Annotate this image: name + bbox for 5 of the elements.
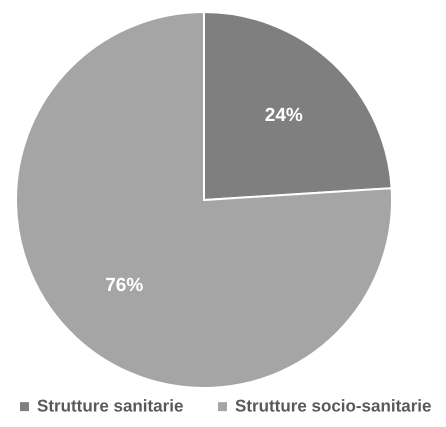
legend-label: Strutture sanitarie — [37, 396, 184, 416]
data-label: 24% — [264, 105, 303, 126]
legend-label: Strutture socio-sanitarie — [235, 396, 432, 416]
pie-slice — [15, 11, 393, 389]
data-label: 76% — [105, 274, 144, 296]
